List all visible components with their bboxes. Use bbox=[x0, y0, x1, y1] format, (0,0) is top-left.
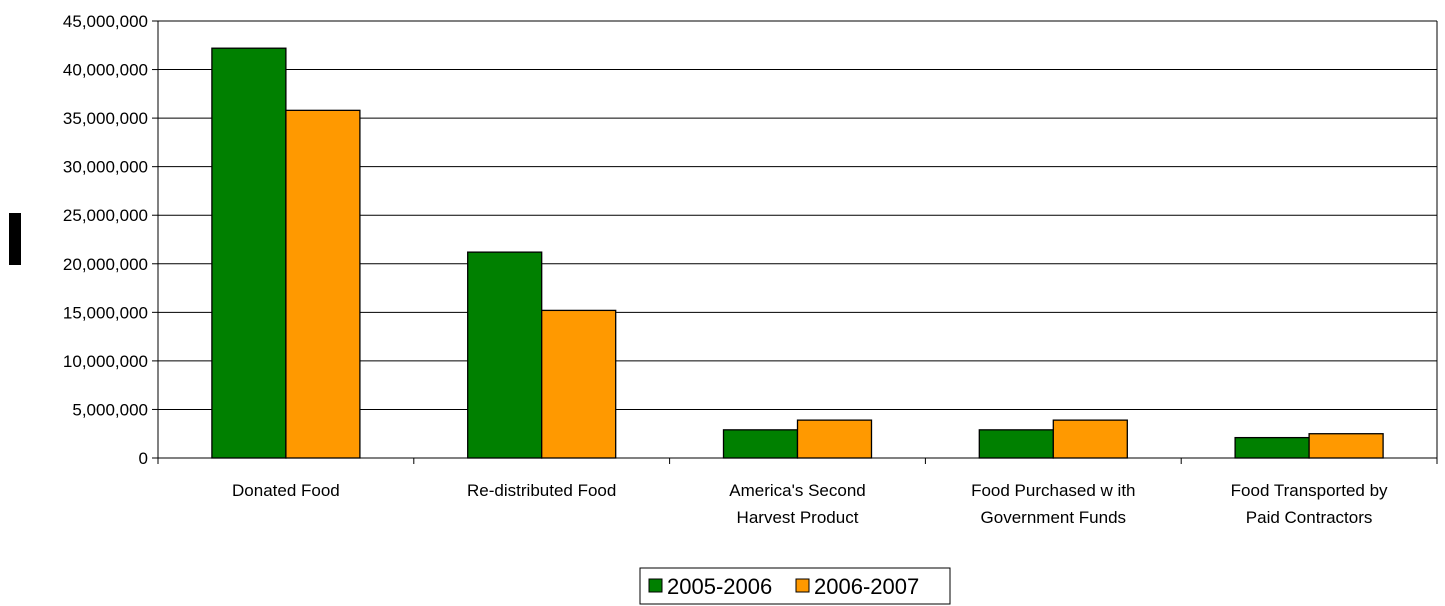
y-tick-label: 20,000,000 bbox=[63, 255, 148, 274]
y-tick-label: 5,000,000 bbox=[72, 400, 148, 419]
bar-2005-2006 bbox=[722, 429, 799, 459]
gridlines bbox=[152, 20, 1437, 459]
x-category-label: Paid Contractors bbox=[1246, 508, 1373, 527]
y-tick-label: 0 bbox=[139, 449, 148, 468]
x-category-label: Food Transported by bbox=[1231, 481, 1388, 500]
x-category-label: Food Purchased w ith bbox=[971, 481, 1135, 500]
x-category-label: Government Funds bbox=[981, 508, 1127, 527]
bar-2006-2007 bbox=[796, 419, 873, 459]
y-tick-label: 45,000,000 bbox=[63, 12, 148, 31]
x-category-label: Harvest Product bbox=[737, 508, 859, 527]
bar-2006-2007 bbox=[285, 109, 361, 459]
x-category-label: Donated Food bbox=[232, 481, 340, 500]
legend-box bbox=[639, 567, 951, 605]
x-category-labels: Donated Food Re-distributed Food America's… bbox=[232, 481, 1388, 527]
bars bbox=[211, 47, 1384, 459]
legend-label: 2006-2007 bbox=[814, 574, 919, 599]
bar-2005-2006 bbox=[978, 429, 1054, 459]
bar-2006-2007 bbox=[1308, 433, 1384, 459]
y-axis-title-marker bbox=[9, 213, 21, 265]
bar-2006-2007 bbox=[541, 309, 617, 459]
y-tick-label: 15,000,000 bbox=[63, 303, 148, 322]
legend-swatch bbox=[648, 578, 663, 593]
legend-swatch bbox=[795, 578, 810, 593]
bar-2005-2006 bbox=[1234, 436, 1310, 459]
axes bbox=[157, 21, 1438, 464]
y-tick-label: 10,000,000 bbox=[63, 352, 148, 371]
y-tick-label: 25,000,000 bbox=[63, 206, 148, 225]
legend-label: 2005-2006 bbox=[667, 574, 772, 599]
bar-2005-2006 bbox=[467, 251, 543, 459]
x-category-label: America's Second bbox=[729, 481, 865, 500]
legend: 2005-2006 2006-2007 bbox=[639, 567, 951, 605]
y-tick-label: 35,000,000 bbox=[63, 109, 148, 128]
y-tick-label: 40,000,000 bbox=[63, 61, 148, 80]
bar-2005-2006 bbox=[211, 47, 287, 459]
x-category-label: Re-distributed Food bbox=[467, 481, 616, 500]
y-tick-labels: 0 5,000,000 10,000,000 15,000,000 20,000,000… bbox=[63, 12, 148, 468]
y-tick-label: 30,000,000 bbox=[63, 158, 148, 177]
bar-2006-2007 bbox=[1052, 419, 1128, 459]
